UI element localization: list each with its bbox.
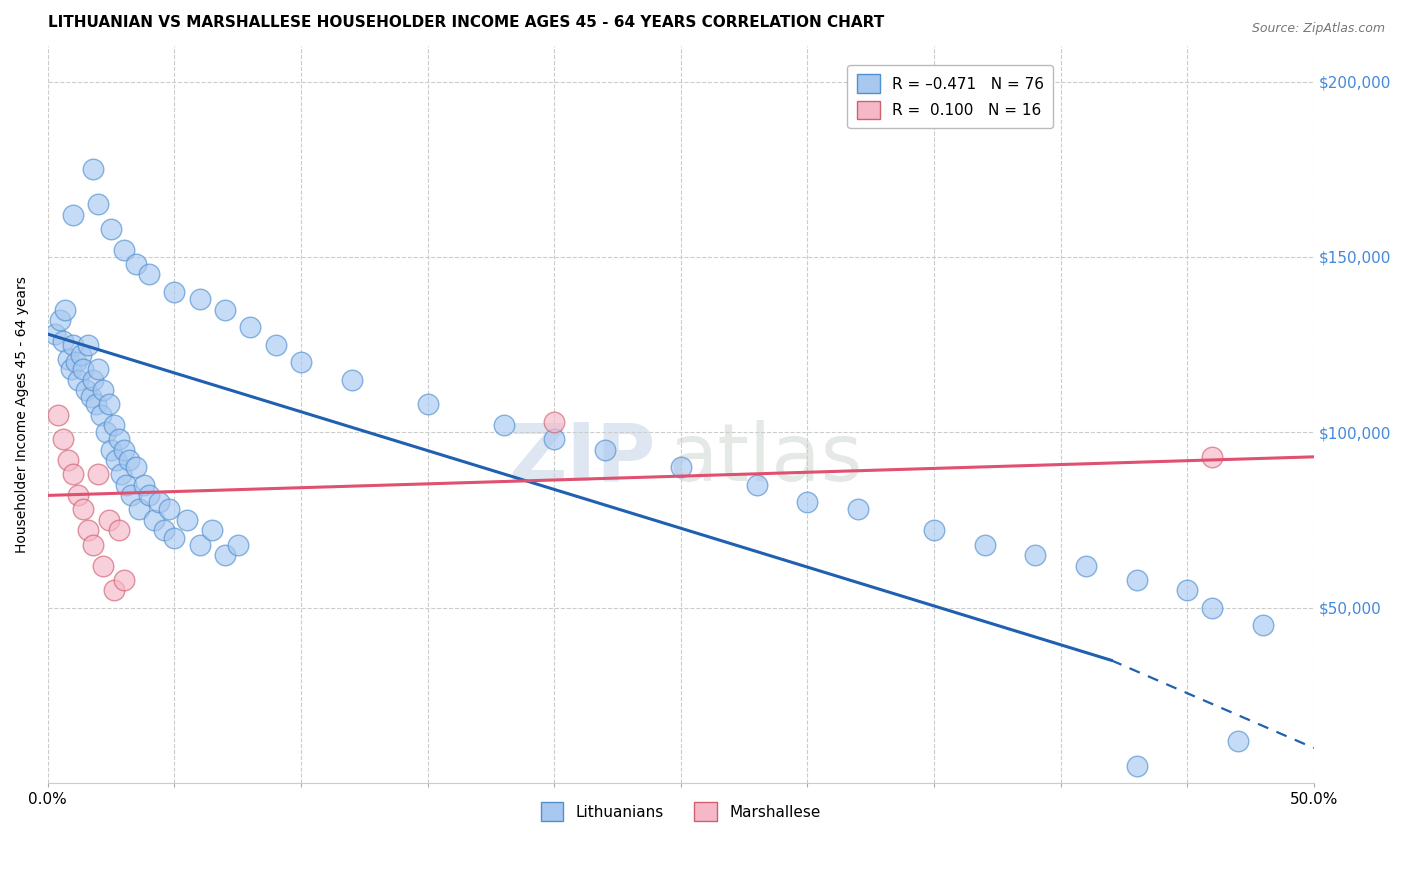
Point <box>1226 734 1249 748</box>
Text: Source: ZipAtlas.com: Source: ZipAtlas.com <box>1251 22 1385 36</box>
Point <box>543 415 565 429</box>
Point <box>94 425 117 440</box>
Point <box>846 502 869 516</box>
Point <box>1024 548 1046 562</box>
Point <box>75 383 97 397</box>
Point <box>115 478 138 492</box>
Text: atlas: atlas <box>668 420 862 498</box>
Point <box>143 513 166 527</box>
Point <box>745 478 768 492</box>
Point <box>112 442 135 457</box>
Point <box>1125 758 1147 772</box>
Point <box>65 355 87 369</box>
Point <box>290 355 312 369</box>
Text: ZIP: ZIP <box>508 420 655 498</box>
Point <box>105 453 128 467</box>
Point <box>62 337 84 351</box>
Point <box>214 548 236 562</box>
Text: LITHUANIAN VS MARSHALLESE HOUSEHOLDER INCOME AGES 45 - 64 YEARS CORRELATION CHAR: LITHUANIAN VS MARSHALLESE HOUSEHOLDER IN… <box>48 15 884 30</box>
Point <box>1074 558 1097 573</box>
Point <box>138 488 160 502</box>
Point <box>62 208 84 222</box>
Point <box>80 390 103 404</box>
Point <box>1201 600 1223 615</box>
Point <box>49 313 72 327</box>
Point <box>77 337 100 351</box>
Point <box>132 478 155 492</box>
Point <box>82 373 104 387</box>
Point <box>72 502 94 516</box>
Point <box>543 432 565 446</box>
Point <box>148 495 170 509</box>
Point <box>62 467 84 482</box>
Point <box>87 467 110 482</box>
Point <box>72 362 94 376</box>
Point <box>128 502 150 516</box>
Point <box>214 302 236 317</box>
Point <box>100 442 122 457</box>
Point <box>118 453 141 467</box>
Point <box>87 362 110 376</box>
Point <box>87 197 110 211</box>
Point <box>1251 618 1274 632</box>
Point <box>973 537 995 551</box>
Point <box>103 583 125 598</box>
Point <box>107 432 129 446</box>
Point <box>153 524 176 538</box>
Legend: Lithuanians, Marshallese: Lithuanians, Marshallese <box>534 796 827 827</box>
Point <box>157 502 180 516</box>
Point <box>492 418 515 433</box>
Point <box>201 524 224 538</box>
Point <box>52 334 75 348</box>
Point <box>93 558 115 573</box>
Point <box>103 418 125 433</box>
Point <box>77 524 100 538</box>
Point <box>188 292 211 306</box>
Point <box>163 285 186 299</box>
Point <box>44 327 66 342</box>
Point <box>112 243 135 257</box>
Point <box>176 513 198 527</box>
Y-axis label: Householder Income Ages 45 - 64 years: Householder Income Ages 45 - 64 years <box>15 277 30 553</box>
Point <box>82 537 104 551</box>
Point <box>110 467 132 482</box>
Point <box>138 268 160 282</box>
Point <box>46 408 69 422</box>
Point <box>69 348 91 362</box>
Point <box>125 460 148 475</box>
Point <box>90 408 112 422</box>
Point <box>55 302 77 317</box>
Point <box>239 320 262 334</box>
Point <box>67 373 90 387</box>
Point <box>796 495 818 509</box>
Point <box>669 460 692 475</box>
Point <box>125 257 148 271</box>
Point <box>82 162 104 177</box>
Point <box>59 362 82 376</box>
Point <box>416 397 439 411</box>
Point <box>107 524 129 538</box>
Point <box>1125 573 1147 587</box>
Point <box>340 373 363 387</box>
Point <box>1175 583 1198 598</box>
Point <box>593 442 616 457</box>
Point <box>264 337 287 351</box>
Point <box>188 537 211 551</box>
Point <box>922 524 945 538</box>
Point <box>100 222 122 236</box>
Point <box>120 488 142 502</box>
Point <box>67 488 90 502</box>
Point <box>56 453 79 467</box>
Point <box>56 351 79 366</box>
Point <box>52 432 75 446</box>
Point <box>97 513 120 527</box>
Point <box>1201 450 1223 464</box>
Point <box>112 573 135 587</box>
Point <box>226 537 249 551</box>
Point <box>93 383 115 397</box>
Point <box>84 397 107 411</box>
Point <box>163 531 186 545</box>
Point <box>97 397 120 411</box>
